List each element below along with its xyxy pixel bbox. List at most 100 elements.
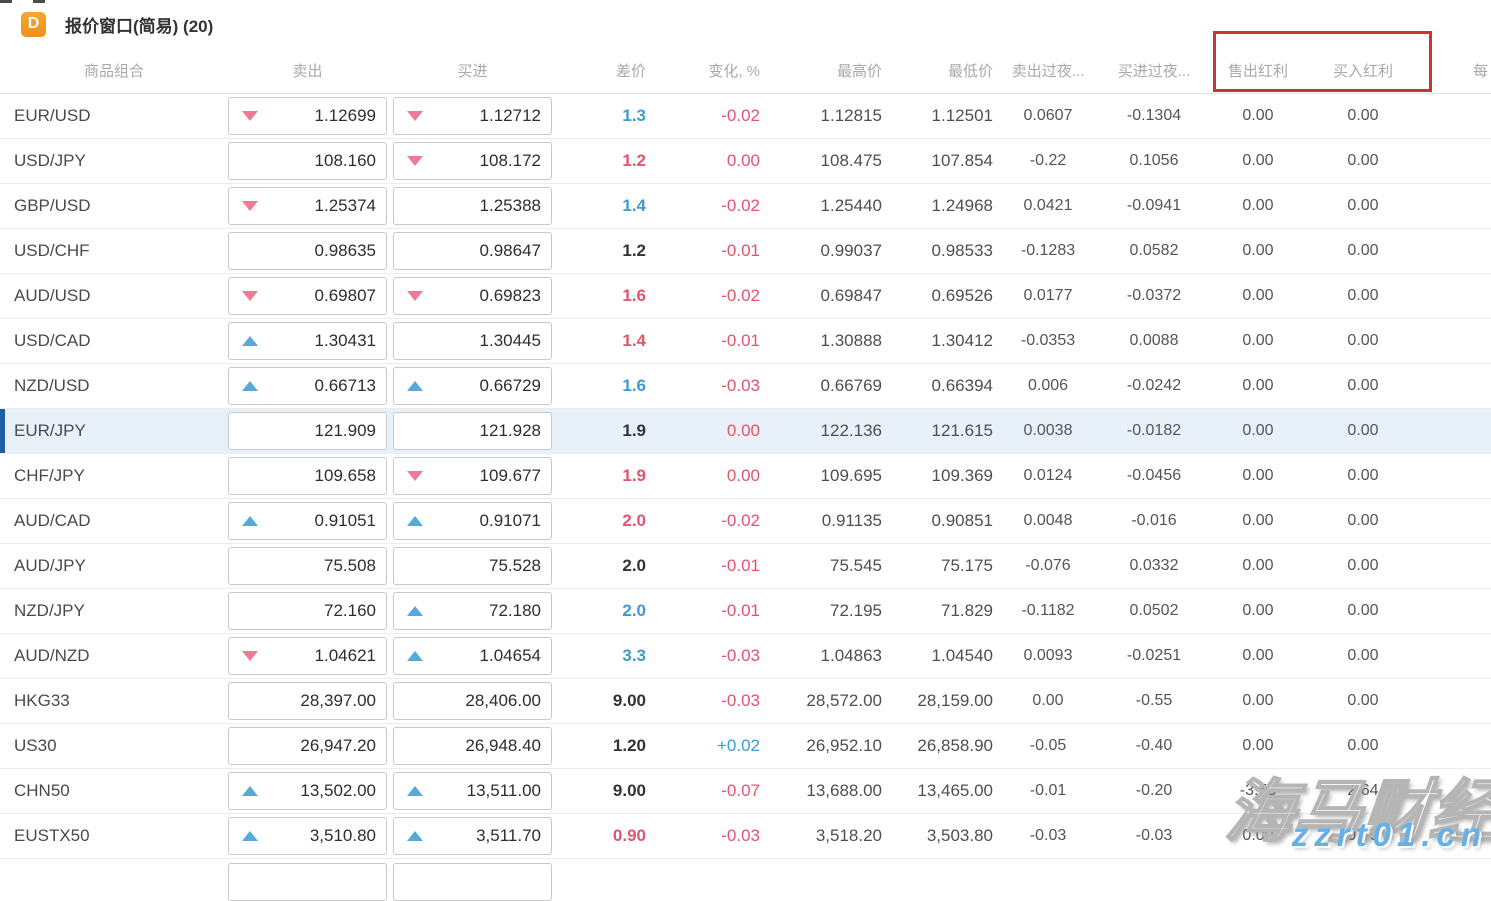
sell-overnight-value: -0.05 [1029,737,1067,754]
table-row[interactable]: EUR/JPY 121.909 121.928 1.9 0.00 122.136… [0,409,1491,454]
sell-trend-icon [242,111,258,121]
sell-dividend-value: 0.00 [1242,242,1274,259]
sell-quote-button[interactable]: 1.30431 [228,322,387,360]
table-row[interactable]: EUSTX50 3,510.80 3,511.70 0.90 -0.03 3,5… [0,814,1491,859]
sell-quote-button[interactable]: 26,947.20 [228,727,387,765]
header-buy-dividend[interactable]: 买入红利 [1332,63,1393,80]
table-row[interactable]: USD/CHF 0.98635 0.98647 1.2 -0.01 0.9903… [0,229,1491,274]
buy-quote-button[interactable]: 0.98647 [393,232,552,270]
change-percent-value: -0.01 [721,241,760,260]
table-row[interactable]: USD/CAD 1.30431 1.30445 1.4 -0.01 1.3088… [0,319,1491,364]
sell-quote-button[interactable]: 0.66713 [228,367,387,405]
header-sell-dividend[interactable]: 售出红利 [1227,63,1288,80]
table-row[interactable]: NZD/JPY 72.160 72.180 2.0 -0.01 72.195 7… [0,589,1491,634]
low-price-value: 3,503.80 [926,826,993,845]
table-row[interactable]: AUD/CAD 0.91051 0.91071 2.0 -0.02 0.9113… [0,499,1491,544]
app-icon: D [21,11,46,37]
sell-quote-button[interactable]: 1.04621 [228,637,387,675]
sell-overnight-value: -0.1283 [1020,242,1076,259]
header-symbol[interactable]: 商品组合 [83,63,144,80]
buy-price: 1.25388 [479,196,541,215]
buy-quote-button[interactable]: 109.677 [393,457,552,495]
sell-quote-button[interactable]: 0.91051 [228,502,387,540]
spread-value: 3.3 [622,646,646,665]
buy-quote-button[interactable]: 28,406.00 [393,682,552,720]
buy-quote-button[interactable]: 1.04654 [393,637,552,675]
sell-quote-button[interactable]: 75.508 [228,547,387,585]
table-row[interactable]: AUD/USD 0.69807 0.69823 1.6 -0.02 0.6984… [0,274,1491,319]
sell-quote-button[interactable]: 72.160 [228,592,387,630]
sell-quote-button[interactable]: 1.25374 [228,187,387,225]
buy-quote-button[interactable]: 3,511.70 [393,817,552,855]
buy-overnight-value: 0.0502 [1129,602,1179,619]
sell-quote-button[interactable]: 0.69807 [228,277,387,315]
spread-value: 1.4 [622,331,646,350]
sell-dividend-value: 0.00 [1242,512,1274,529]
table-row[interactable]: GBP/USD 1.25374 1.25388 1.4 -0.02 1.2544… [0,184,1491,229]
table-row[interactable]: AUD/JPY 75.508 75.528 2.0 -0.01 75.545 7… [0,544,1491,589]
high-price-value: 0.99037 [820,241,882,260]
sell-quote-button[interactable]: 108.160 [228,142,387,180]
buy-quote-button[interactable]: 13,511.00 [393,772,552,810]
sell-quote-button[interactable]: 0.98635 [228,232,387,270]
table-row[interactable]: AUD/NZD 1.04621 1.04654 3.3 -0.03 1.0486… [0,634,1491,679]
sell-quote-button[interactable] [228,863,387,901]
header-change[interactable]: 变化, % [708,63,760,80]
sell-dividend-value: 0.00 [1242,467,1274,484]
sell-dividend-value: 0.00 [1242,737,1274,754]
sell-overnight-value: 0.00 [1032,692,1064,709]
buy-trend-icon [407,831,423,841]
buy-quote-button[interactable]: 0.66729 [393,367,552,405]
table-row[interactable]: NZD/USD 0.66713 0.66729 1.6 -0.03 0.6676… [0,364,1491,409]
sell-quote-button[interactable]: 3,510.80 [228,817,387,855]
sell-dividend-value: 0.00 [1242,602,1274,619]
buy-quote-button[interactable]: 108.172 [393,142,552,180]
buy-quote-button[interactable]: 1.12712 [393,97,552,135]
buy-quote-button[interactable]: 0.91071 [393,502,552,540]
low-price-value: 109.369 [931,466,993,485]
sell-quote-button[interactable]: 121.909 [228,412,387,450]
sell-quote-button[interactable]: 13,502.00 [228,772,387,810]
sell-overnight-value: -0.1182 [1021,602,1075,619]
sell-trend-icon [242,651,258,661]
high-price-value: 75.545 [830,556,882,575]
spread-value: 1.2 [622,151,646,170]
table-row[interactable]: CHF/JPY 109.658 109.677 1.9 0.00 109.695… [0,454,1491,499]
sell-quote-button[interactable]: 28,397.00 [228,682,387,720]
buy-quote-button[interactable]: 72.180 [393,592,552,630]
low-price-value: 1.30412 [931,331,993,350]
buy-quote-button[interactable]: 1.25388 [393,187,552,225]
table-row[interactable]: EUR/USD 1.12699 1.12712 1.3 -0.02 1.1281… [0,94,1491,139]
buy-price: 1.12712 [479,106,541,125]
table-row[interactable]: US30 26,947.20 26,948.40 1.20 +0.02 26,9… [0,724,1491,769]
low-price-value: 1.24968 [931,196,993,215]
low-price-value: 0.66394 [931,376,993,395]
buy-overnight-value: -0.0242 [1126,377,1182,394]
sell-quote-button[interactable]: 1.12699 [228,97,387,135]
table-row[interactable]: CHN50 13,502.00 13,511.00 9.00 -0.07 13,… [0,769,1491,814]
buy-quote-button[interactable]: 1.30445 [393,322,552,360]
buy-price: 3,511.70 [476,826,541,845]
sell-price: 1.12699 [314,106,376,125]
header-sell-overnight[interactable]: 卖出过夜... [1011,63,1085,80]
sell-quote-button[interactable]: 109.658 [228,457,387,495]
buy-quote-button[interactable]: 75.528 [393,547,552,585]
buy-quote-button[interactable]: 0.69823 [393,277,552,315]
buy-dividend-value: 0.00 [1347,512,1379,529]
buy-dividend-value: 0.00 [1347,332,1379,349]
change-percent-value: -0.02 [721,286,760,305]
header-buy-overnight[interactable]: 买进过夜... [1117,63,1191,80]
sell-overnight-value: -0.0353 [1020,332,1076,349]
header-low[interactable]: 最低价 [947,63,993,80]
buy-quote-button[interactable]: 26,948.40 [393,727,552,765]
header-sell[interactable]: 卖出 [292,63,323,80]
header-extra[interactable]: 每 [1473,63,1489,80]
header-spread[interactable]: 差价 [615,63,646,80]
header-buy[interactable]: 买进 [457,63,488,80]
buy-quote-button[interactable]: 121.928 [393,412,552,450]
buy-overnight-value: 0.0332 [1129,557,1179,574]
header-high[interactable]: 最高价 [836,63,882,80]
table-row[interactable]: HKG33 28,397.00 28,406.00 9.00 -0.03 28,… [0,679,1491,724]
buy-quote-button[interactable] [393,863,552,901]
table-row[interactable]: USD/JPY 108.160 108.172 1.2 0.00 108.475… [0,139,1491,184]
